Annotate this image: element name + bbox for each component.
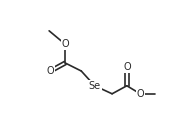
Text: O: O	[123, 62, 131, 72]
Text: Se: Se	[89, 81, 101, 91]
Text: O: O	[61, 39, 69, 49]
Text: O: O	[47, 66, 54, 76]
Text: O: O	[136, 89, 144, 99]
